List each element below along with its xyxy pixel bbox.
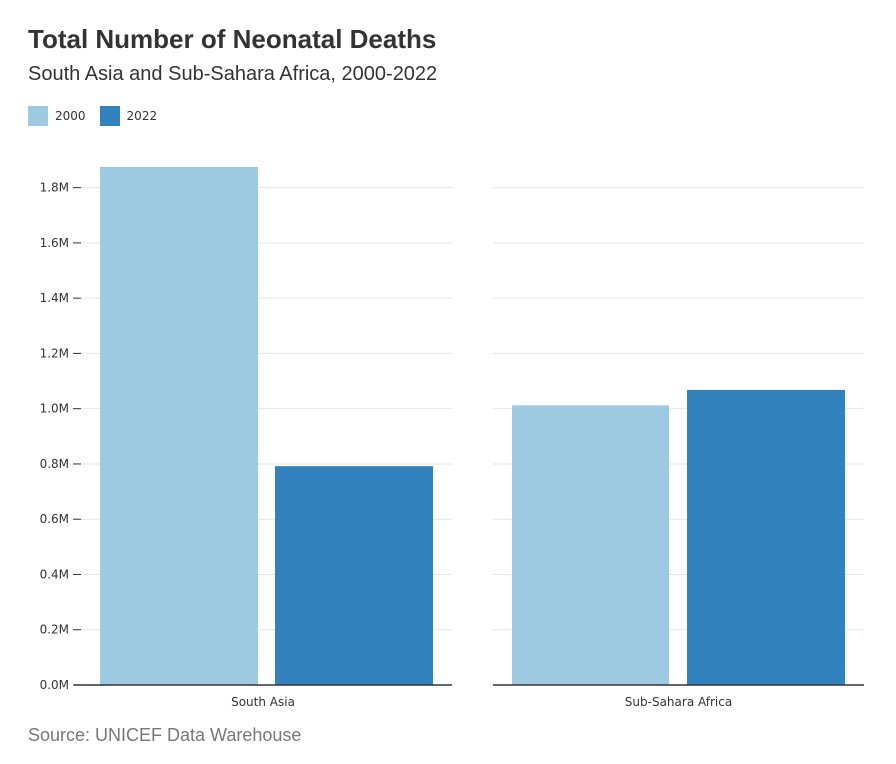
x-tick-label: Sub-Sahara Africa: [625, 695, 732, 709]
y-tick-label: 0.6M: [40, 512, 69, 526]
bar-2000-0: [100, 166, 258, 685]
x-tick-label: South Asia: [231, 695, 295, 709]
y-tick-label: 1.4M: [40, 291, 69, 305]
legend-swatch-2022: [99, 106, 120, 126]
chart-title: Total Number of Neonatal Deaths: [28, 24, 437, 54]
y-tick-label: 1.0M: [40, 402, 69, 416]
bar-2022-0: [275, 466, 433, 685]
legend-item-2022[interactable]: 2022: [99, 106, 158, 126]
source-note: Source: UNICEF Data Warehouse: [28, 725, 302, 745]
legend-label-2000: 2000: [55, 109, 86, 123]
y-tick-label: 0.0M: [40, 678, 69, 692]
chart-subtitle: South Asia and Sub-Sahara Africa, 2000-2…: [28, 63, 438, 85]
y-tick-label: 0.2M: [40, 623, 69, 637]
bar-2022-1: [687, 389, 845, 685]
legend-label-2022: 2022: [126, 109, 158, 123]
y-tick-label: 0.8M: [40, 457, 69, 471]
legend: 2000 2022: [28, 106, 171, 126]
y-tick-label: 1.6M: [40, 236, 69, 250]
bar-2000-1: [512, 405, 669, 685]
legend-swatch-2000: [28, 106, 48, 126]
y-tick-label: 0.4M: [40, 567, 69, 581]
legend-item-2000[interactable]: 2000: [28, 106, 86, 126]
y-tick-label: 1.8M: [40, 181, 69, 195]
y-tick-label: 1.2M: [40, 346, 69, 360]
